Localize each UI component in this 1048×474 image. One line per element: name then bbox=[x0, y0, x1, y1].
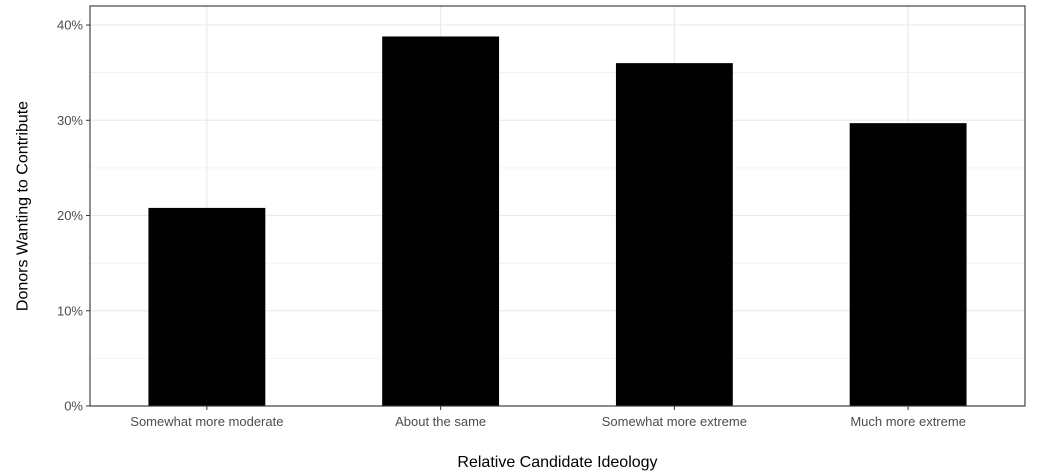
y-tick-label: 20% bbox=[57, 208, 83, 223]
x-tick-label: Somewhat more moderate bbox=[130, 414, 283, 429]
bar bbox=[148, 207, 266, 406]
bar bbox=[615, 63, 733, 407]
bars bbox=[148, 36, 967, 407]
x-tick-label: Much more extreme bbox=[850, 414, 966, 429]
x-tick-label: About the same bbox=[395, 414, 486, 429]
x-axis-ticks: Somewhat more moderate About the same Some… bbox=[130, 406, 966, 429]
y-axis-ticks: 0% 10% 20% 30% 40% bbox=[57, 18, 90, 414]
bar bbox=[382, 36, 500, 406]
y-tick-label: 40% bbox=[57, 18, 83, 33]
y-tick-label: 10% bbox=[57, 303, 83, 318]
x-axis-title: Relative Candidate Ideology bbox=[457, 454, 657, 471]
y-axis-title: Donors Wanting to Contribute bbox=[15, 101, 32, 311]
panel-border bbox=[89, 5, 1026, 407]
y-tick-label: 30% bbox=[57, 113, 83, 128]
x-tick-label: Somewhat more extreme bbox=[602, 414, 747, 429]
bar bbox=[849, 123, 967, 407]
y-tick-label: 0% bbox=[64, 399, 83, 414]
